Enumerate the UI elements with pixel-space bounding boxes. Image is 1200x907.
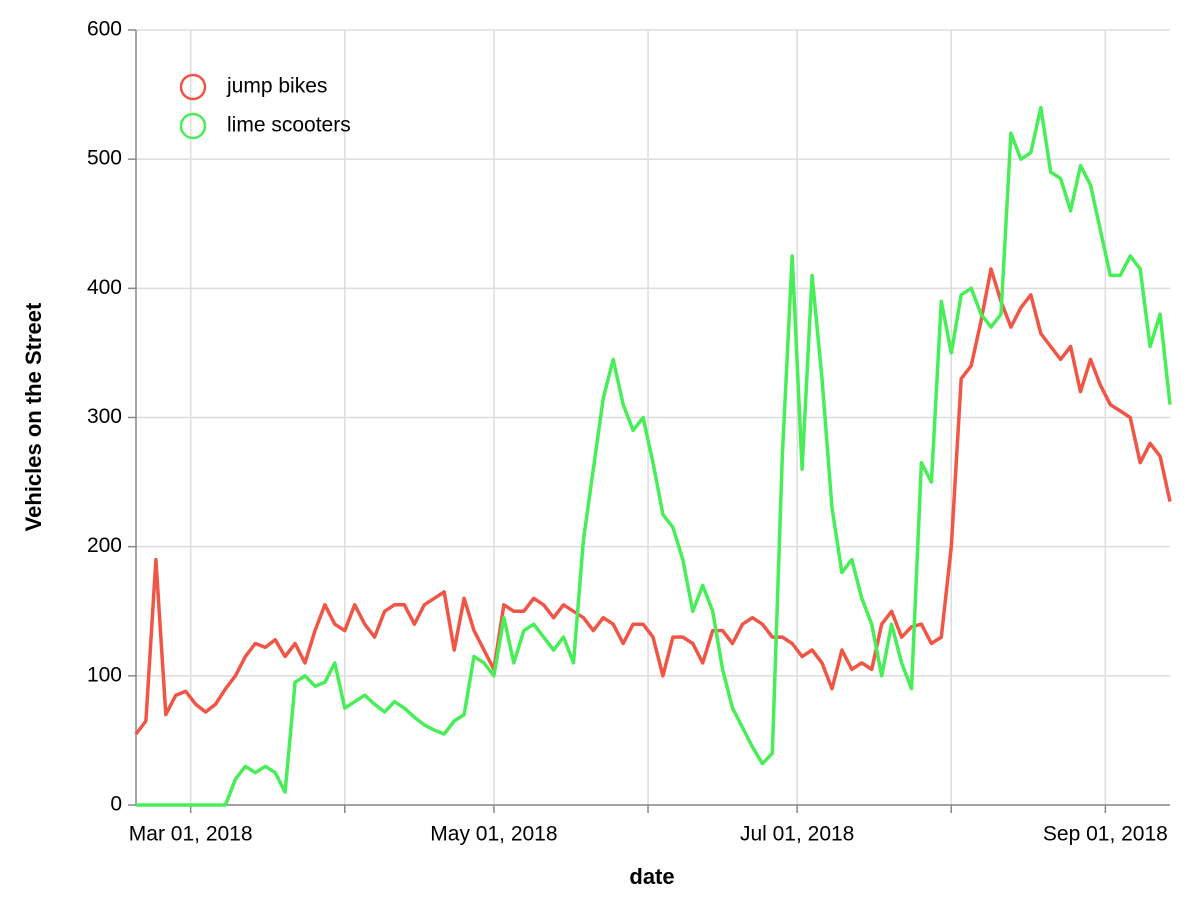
- legend-marker: [179, 73, 207, 101]
- line: [134, 267, 1172, 736]
- line: [136, 105, 1172, 807]
- x-tick-label: Mar 01, 2018: [129, 823, 253, 846]
- legend-label: jump bikes: [226, 75, 327, 98]
- y-tick-label: 500: [87, 147, 122, 170]
- x-tick-label: Sep 01, 2018: [1043, 823, 1168, 846]
- legend-label: lime scooters: [227, 114, 351, 137]
- y-tick-label: 0: [110, 793, 122, 816]
- y-axis-title: Vehicles on the Street: [21, 302, 46, 531]
- y-tick-label: 300: [87, 405, 122, 428]
- y-tick-label: 600: [87, 18, 122, 41]
- y-tick-label: 100: [87, 663, 122, 686]
- legend-marker: [179, 112, 207, 140]
- y-tick-label: 200: [87, 534, 122, 557]
- x-tick-label: Jul 01, 2018: [740, 823, 854, 846]
- y-tick-label: 400: [87, 276, 122, 299]
- x-tick-label: May 01, 2018: [430, 823, 557, 846]
- x-axis-title: date: [629, 864, 674, 889]
